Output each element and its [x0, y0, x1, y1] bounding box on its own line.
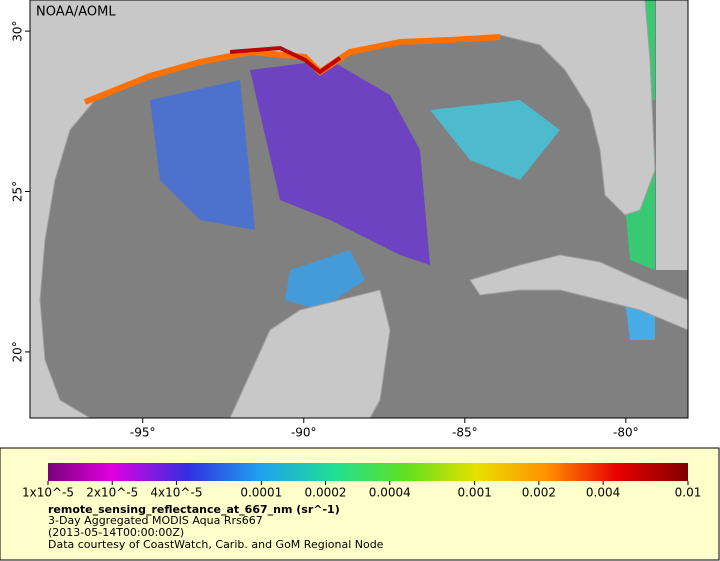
colorbar-tick-label: 0.004: [586, 486, 620, 500]
data-swath: [250, 60, 430, 265]
data-swath: [430, 100, 560, 180]
land: [469, 254, 688, 331]
colorbar-tick-label: 2x10^-5: [86, 486, 138, 500]
land: [656, 0, 688, 270]
colorbar-tick-label: 4x10^-5: [150, 486, 202, 500]
watermark: NOAA/AOML: [36, 5, 116, 20]
colorbar-tick-label: 0.0001: [240, 486, 282, 500]
colorbar-tick-label: 0.01: [675, 486, 702, 500]
x-tick-label: -80°: [613, 426, 639, 440]
legend-line: Data courtesy of CoastWatch, Carib. and …: [48, 538, 384, 551]
colorbar-tick-label: 0.0002: [305, 486, 347, 500]
colorbar: [48, 463, 688, 481]
x-tick-label: -90°: [291, 426, 317, 440]
data-swath: [285, 250, 365, 310]
axes: -95° -90° -85° -80° 20° 25° 30°: [11, 20, 639, 439]
map-frame: [29, 0, 689, 419]
land: [229, 289, 391, 418]
y-tick-label: 30°: [11, 20, 25, 41]
variable-name: remote_sensing_reflectance_at_667_nm (sr…: [48, 503, 340, 516]
map: [30, 0, 688, 418]
x-tick-label: -85°: [452, 426, 478, 440]
y-tick-label: 25°: [11, 181, 25, 202]
y-tick-label: 20°: [11, 341, 25, 362]
coastal-band: [229, 45, 342, 75]
legend-line: 3-Day Aggregated MODIS Aqua Rrs667: [48, 514, 263, 527]
colorbar-tick-label: 0.002: [522, 486, 556, 500]
colorbar-tick-label: 1x10^-5: [22, 486, 74, 500]
colorbar-tick-label: 0.0004: [369, 486, 411, 500]
colorbar-tick-label: 0.001: [457, 486, 491, 500]
colorbar-ticks: 1x10^-5 2x10^-5 4x10^-5 0.0001 0.0002 0.0004 0…: [22, 481, 701, 500]
data-swath: [150, 80, 255, 230]
x-tick-label: -95°: [130, 426, 156, 440]
legend-line: (2013-05-14T00:00:00Z): [48, 526, 184, 539]
